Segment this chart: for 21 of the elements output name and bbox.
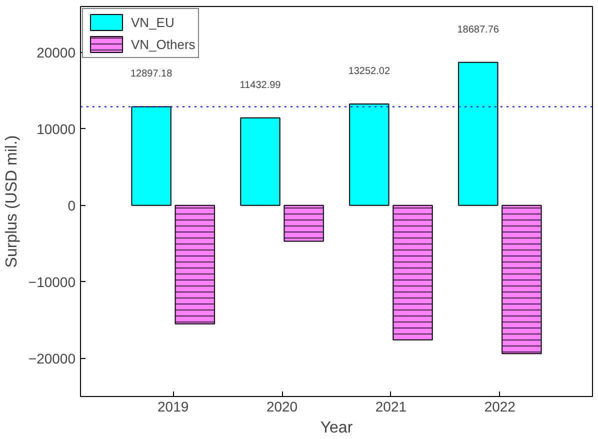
bar bbox=[131, 106, 172, 206]
bar bbox=[240, 117, 280, 206]
y-tick-label: −10000 bbox=[28, 274, 76, 290]
x-tick-label: 2019 bbox=[158, 398, 189, 414]
data-label: 12897.18 bbox=[130, 68, 173, 80]
y-tick-label: 20000 bbox=[36, 44, 76, 60]
bar bbox=[349, 103, 390, 206]
data-label: 11432.99 bbox=[240, 80, 282, 91]
bar bbox=[458, 62, 498, 206]
x-tick-label: 2022 bbox=[484, 398, 516, 414]
y-axis-title: Surplus (USD mil.) bbox=[3, 135, 20, 268]
legend-label: VN_Others bbox=[131, 36, 196, 52]
x-tick-label: 2021 bbox=[375, 398, 407, 414]
y-tick-label: 10000 bbox=[36, 120, 76, 137]
x-axis-title: Year bbox=[320, 420, 354, 436]
y-tick-label: 0 bbox=[68, 197, 76, 214]
data-label: 18687.76 bbox=[457, 24, 500, 36]
legend-label: VN_EU bbox=[131, 14, 174, 30]
x-tick-label: 2020 bbox=[266, 398, 298, 414]
y-tick-label: −20000 bbox=[28, 350, 76, 366]
data-label: 13252.02 bbox=[348, 66, 390, 77]
